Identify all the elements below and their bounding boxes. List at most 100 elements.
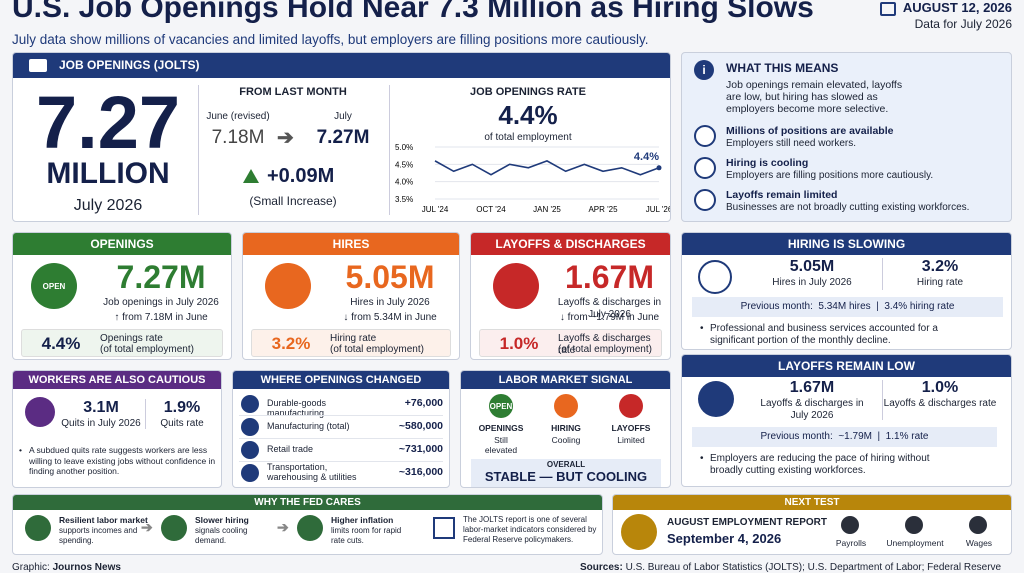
fed-item-text: signals cooling demand. xyxy=(195,526,248,545)
subtitle: July data show millions of vacancies and… xyxy=(12,32,649,47)
workers-label1: Quits in July 2026 xyxy=(61,418,141,429)
workers-bullet-text: A subdued quits rate suggests workers ar… xyxy=(29,445,216,476)
card-rate: 4.4% xyxy=(41,334,81,353)
card-value: 7.27M xyxy=(116,259,206,295)
x-tick-label: JAN '25 xyxy=(533,205,561,214)
bank-icon xyxy=(433,517,455,539)
fed-note: The JOLTS report is one of several labor… xyxy=(463,515,597,544)
row-divider xyxy=(239,461,443,462)
signal-state: Cooling xyxy=(551,435,581,445)
annotation: 4.4% xyxy=(634,151,659,163)
row-divider xyxy=(239,415,443,416)
july-value: 7.27M xyxy=(316,127,370,148)
metric-card: OPENINGS OPEN 7.27M Job openings in July 20… xyxy=(12,232,232,360)
x-tick-label: APR '25 xyxy=(588,205,618,214)
fed-icon xyxy=(161,515,187,541)
workers-header: WORKERS ARE ALSO CAUTIOUS xyxy=(13,371,221,389)
card-rate-note: (of total employment) xyxy=(100,344,194,355)
metric-card: LAYOFFS & DISCHARGES 1.67M Layoffs & disch… xyxy=(470,232,671,360)
card-value: 1.67M xyxy=(565,259,654,295)
meaning-icon xyxy=(694,189,716,211)
sector-name: Durable-goods manufacturing xyxy=(267,398,327,418)
signal-name: HIRING xyxy=(551,423,581,433)
title: U.S. Job Openings Hold Near 7.3 Million … xyxy=(12,0,814,24)
rate-box: 1.0% Layoffs & discharges rate (of total e… xyxy=(479,329,662,357)
divider xyxy=(389,85,390,215)
signal-state: Limited xyxy=(617,435,645,445)
card-rate: 1.0% xyxy=(499,334,539,353)
july-label: July xyxy=(334,111,352,122)
fed-item-title: Slower hiring xyxy=(195,515,249,525)
rate-chart: 5.0% 4.5% 4.0% 3.5% JUL '24 OCT '24 JAN '25 APR… xyxy=(395,143,670,214)
signal-state: Still elevated xyxy=(484,435,518,455)
sector-value: +76,000 xyxy=(404,397,443,409)
metric-card: HIRES 5.05M Hires in July 2026 ↓ from 5.34M… xyxy=(242,232,460,360)
card-rate-label: Layoffs & discharges rate xyxy=(558,333,651,356)
big-unit: MILLION xyxy=(46,157,170,190)
x-tick-label: OCT '24 xyxy=(476,205,506,214)
overall-box: OVERALL STABLE — BUT COOLING xyxy=(471,459,661,487)
meaning-item-title: Layoffs remain limited xyxy=(726,189,838,201)
end-point xyxy=(656,165,662,171)
hiring-value1: 5.05M xyxy=(789,258,835,275)
meaning-icon xyxy=(694,125,716,147)
card-header: OPENINGS xyxy=(13,233,231,255)
x-tick-label: JUL '24 xyxy=(422,205,449,214)
workers-bullet: • A subdued quits rate suggests workers a… xyxy=(19,445,216,476)
layoffs-prev: Previous month: ~1.79M | 1.1% rate xyxy=(692,427,997,447)
signal-icon xyxy=(619,394,643,418)
graphic-label: Graphic: xyxy=(12,562,50,573)
hiring-prev: Previous month: 5.34M hires | 3.4% hirin… xyxy=(692,297,1003,317)
layoffs-value1: 1.67M xyxy=(789,379,835,396)
sector-icon xyxy=(241,395,259,413)
card-desc: Job openings in July 2026 xyxy=(103,297,219,308)
people-icon xyxy=(698,381,734,417)
next-header: NEXT TEST xyxy=(613,495,1011,510)
divider xyxy=(145,399,146,429)
data-note: Data for July 2026 xyxy=(914,17,1012,31)
meaning-icon xyxy=(694,157,716,179)
date: AUGUST 12, 2026 xyxy=(902,0,1012,15)
flm-title: FROM LAST MONTH xyxy=(239,86,347,98)
card-value: 5.05M xyxy=(345,259,435,295)
jolts-panel: JOB OPENINGS (JOLTS) 7.27 MILLION July 2… xyxy=(12,52,671,222)
next-item: Wages xyxy=(965,538,993,548)
sources: U.S. Bureau of Labor Statistics (JOLTS);… xyxy=(625,562,1002,573)
y-tick-label: 4.0% xyxy=(395,178,413,187)
meaning-intro: Job openings remain elevated, layoffs ar… xyxy=(726,79,903,115)
layoffs-label2: Layoffs & discharges rate xyxy=(883,398,997,409)
hiring-value2: 3.2% xyxy=(921,258,959,275)
arrow: ➔ xyxy=(277,519,289,535)
footer-graphic: Graphic: Journos News xyxy=(12,562,121,573)
rate-title: JOB OPENINGS RATE xyxy=(470,86,586,98)
sector-icon xyxy=(241,464,259,482)
workers-value1: 3.1M xyxy=(83,399,119,416)
period: July 2026 xyxy=(73,197,143,214)
graphic: Journos News xyxy=(52,562,121,573)
layoffs-bullet-text: Employers are reducing the pace of hirin… xyxy=(710,453,930,476)
card-icon xyxy=(265,263,311,309)
briefcase-icon xyxy=(29,59,47,72)
sector-value: ~580,000 xyxy=(398,420,443,432)
rate-note: of total employment xyxy=(484,132,572,143)
y-tick-label: 5.0% xyxy=(395,143,413,152)
y-tick-label: 3.5% xyxy=(395,195,413,204)
signal-name: LAYOFFS xyxy=(611,423,651,433)
chart-icon xyxy=(698,260,732,294)
hiring-panel: HIRING IS SLOWING 5.05M Hires in July 20… xyxy=(681,232,1012,350)
sector-name: Manufacturing (total) xyxy=(267,421,350,431)
workers-label2: Quits rate xyxy=(160,418,204,429)
meaning-panel: i WHAT THIS MEANS Job openings remain el… xyxy=(681,52,1012,222)
rate-box: 3.2% Hiring rate (of total employment) xyxy=(251,329,451,357)
divider xyxy=(198,85,199,215)
meaning-item-title: Millions of positions are available xyxy=(726,125,894,137)
fed-item-title: Higher inflation xyxy=(331,515,394,525)
card-rate-label: Openings rate xyxy=(100,333,163,344)
june-label: June (revised) xyxy=(206,111,270,122)
sector-value: ~316,000 xyxy=(398,466,443,478)
sectors-panel: WHERE OPENINGS CHANGED Durable-goods man… xyxy=(232,370,450,488)
card-icon: OPEN xyxy=(31,263,77,309)
card-icon xyxy=(493,263,539,309)
sector-name: Transportation, warehousing & utilities xyxy=(267,462,357,482)
